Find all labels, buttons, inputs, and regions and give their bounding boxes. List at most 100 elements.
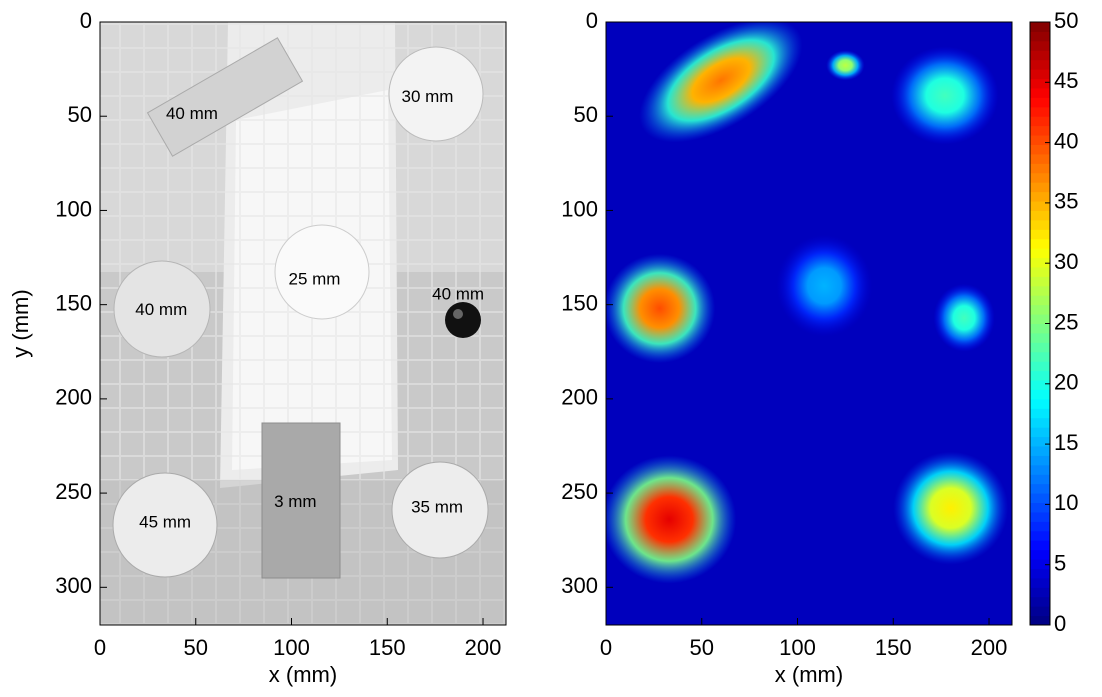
colorbar-step — [1030, 474, 1050, 485]
colorbar-step — [1030, 285, 1050, 296]
colorbar-step — [1030, 125, 1050, 136]
colorbar-step — [1030, 31, 1050, 42]
heat-spot — [826, 50, 865, 81]
colorbar-tick-label: 45 — [1054, 68, 1078, 93]
annotation: 40 mm — [135, 300, 187, 319]
x-tick-label: 200 — [465, 635, 502, 660]
colorbar-tick-label: 5 — [1054, 551, 1066, 576]
heat-spot — [933, 283, 995, 352]
colorbar-step — [1030, 248, 1050, 259]
colorbar-step — [1030, 304, 1050, 315]
colorbar-tick-label: 40 — [1054, 128, 1078, 153]
colorbar-step — [1030, 436, 1050, 447]
colorbar-tick-label: 35 — [1054, 189, 1078, 214]
heat-spot — [891, 46, 999, 145]
y-tick-label: 100 — [561, 196, 598, 221]
colorbar-step — [1030, 417, 1050, 428]
colorbar-tick-label: 15 — [1054, 430, 1078, 455]
colorbar-step — [1030, 549, 1050, 560]
heat-spot — [893, 451, 1009, 565]
colorbar-step — [1030, 182, 1050, 193]
colorbar-tick-label: 50 — [1054, 8, 1078, 33]
x-tick-label: 150 — [369, 635, 406, 660]
y-tick-label: 50 — [68, 102, 92, 127]
colorbar-step — [1030, 483, 1050, 494]
x-axis-label: x (mm) — [269, 662, 337, 687]
x-tick-label: 0 — [94, 635, 106, 660]
colorbar-step — [1030, 389, 1050, 400]
colorbar-step — [1030, 40, 1050, 51]
colorbar-step — [1030, 361, 1050, 372]
y-tick-label: 300 — [561, 573, 598, 598]
colorbar-step — [1030, 163, 1050, 174]
colorbar-step — [1030, 314, 1050, 324]
x-tick-label: 50 — [184, 635, 208, 660]
y-tick-label: 250 — [55, 479, 92, 504]
colorbar-step — [1030, 615, 1050, 626]
colorbar — [1030, 22, 1050, 626]
colorbar-step — [1030, 191, 1050, 202]
colorbar-step — [1030, 370, 1050, 381]
colorbar-step — [1030, 219, 1050, 230]
x-tick-label: 150 — [875, 635, 912, 660]
colorbar-step — [1030, 116, 1050, 127]
colorbar-step — [1030, 559, 1050, 569]
colorbar-step — [1030, 587, 1050, 598]
colorbar-step — [1030, 606, 1050, 617]
colorbar-step — [1030, 521, 1050, 532]
annotation: 30 mm — [401, 87, 453, 106]
colorbar-tick-label: 25 — [1054, 309, 1078, 334]
colorbar-step — [1030, 135, 1050, 145]
colorbar-step — [1030, 266, 1050, 277]
colorbar-step — [1030, 530, 1050, 541]
colorbar-step — [1030, 511, 1050, 522]
colorbar-step — [1030, 295, 1050, 306]
y-tick-label: 200 — [55, 385, 92, 410]
photo — [100, 22, 506, 625]
colorbar-step — [1030, 50, 1050, 61]
colorbar-step — [1030, 59, 1050, 70]
annotation: 25 mm — [289, 270, 341, 289]
colorbar-step — [1030, 464, 1050, 475]
y-tick-label: 50 — [574, 102, 598, 127]
colorbar-tick-label: 30 — [1054, 249, 1078, 274]
x-axis-label: x (mm) — [775, 662, 843, 687]
colorbar-step — [1030, 257, 1050, 268]
y-tick-label: 250 — [561, 479, 598, 504]
colorbar-tick-label: 0 — [1054, 611, 1066, 636]
colorbar-step — [1030, 380, 1050, 390]
heat-spot — [776, 234, 873, 337]
colorbar-step — [1030, 144, 1050, 155]
y-axis-label: y (mm) — [8, 289, 33, 357]
annotation: 45 mm — [139, 513, 191, 532]
y-tick-label: 150 — [561, 290, 598, 315]
y-tick-label: 300 — [55, 573, 92, 598]
y-tick-label: 100 — [55, 196, 92, 221]
x-tick-label: 200 — [971, 635, 1008, 660]
colorbar-step — [1030, 172, 1050, 183]
heatmap — [606, 22, 1012, 625]
colorbar-step — [1030, 502, 1050, 513]
y-tick-label: 0 — [586, 8, 598, 33]
colorbar-tick-label: 20 — [1054, 370, 1078, 395]
x-tick-label: 50 — [690, 635, 714, 660]
axes-box — [605, 21, 1013, 626]
heat-spot — [606, 253, 716, 364]
colorbar-step — [1030, 427, 1050, 438]
colorbar-step — [1030, 78, 1050, 89]
colorbar-step — [1030, 276, 1050, 287]
colorbar-step — [1030, 568, 1050, 579]
colorbar-step — [1030, 596, 1050, 607]
y-tick-label: 0 — [80, 8, 92, 33]
colorbar-step — [1030, 106, 1050, 117]
colorbar-step — [1030, 323, 1050, 334]
colorbar-step — [1030, 351, 1050, 362]
y-tick-label: 200 — [561, 385, 598, 410]
axes-box — [99, 21, 507, 626]
heat-spot — [639, 22, 803, 143]
colorbar-tick-label: 10 — [1054, 490, 1078, 515]
colorbar-step — [1030, 398, 1050, 409]
x-tick-label: 100 — [273, 635, 310, 660]
colorbar-step — [1030, 577, 1050, 588]
